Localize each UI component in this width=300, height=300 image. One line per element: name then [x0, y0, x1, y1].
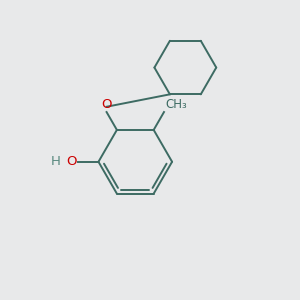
Text: O: O	[66, 155, 76, 168]
Text: CH₃: CH₃	[166, 98, 187, 111]
Text: O: O	[101, 98, 112, 111]
Text: H: H	[51, 155, 61, 168]
